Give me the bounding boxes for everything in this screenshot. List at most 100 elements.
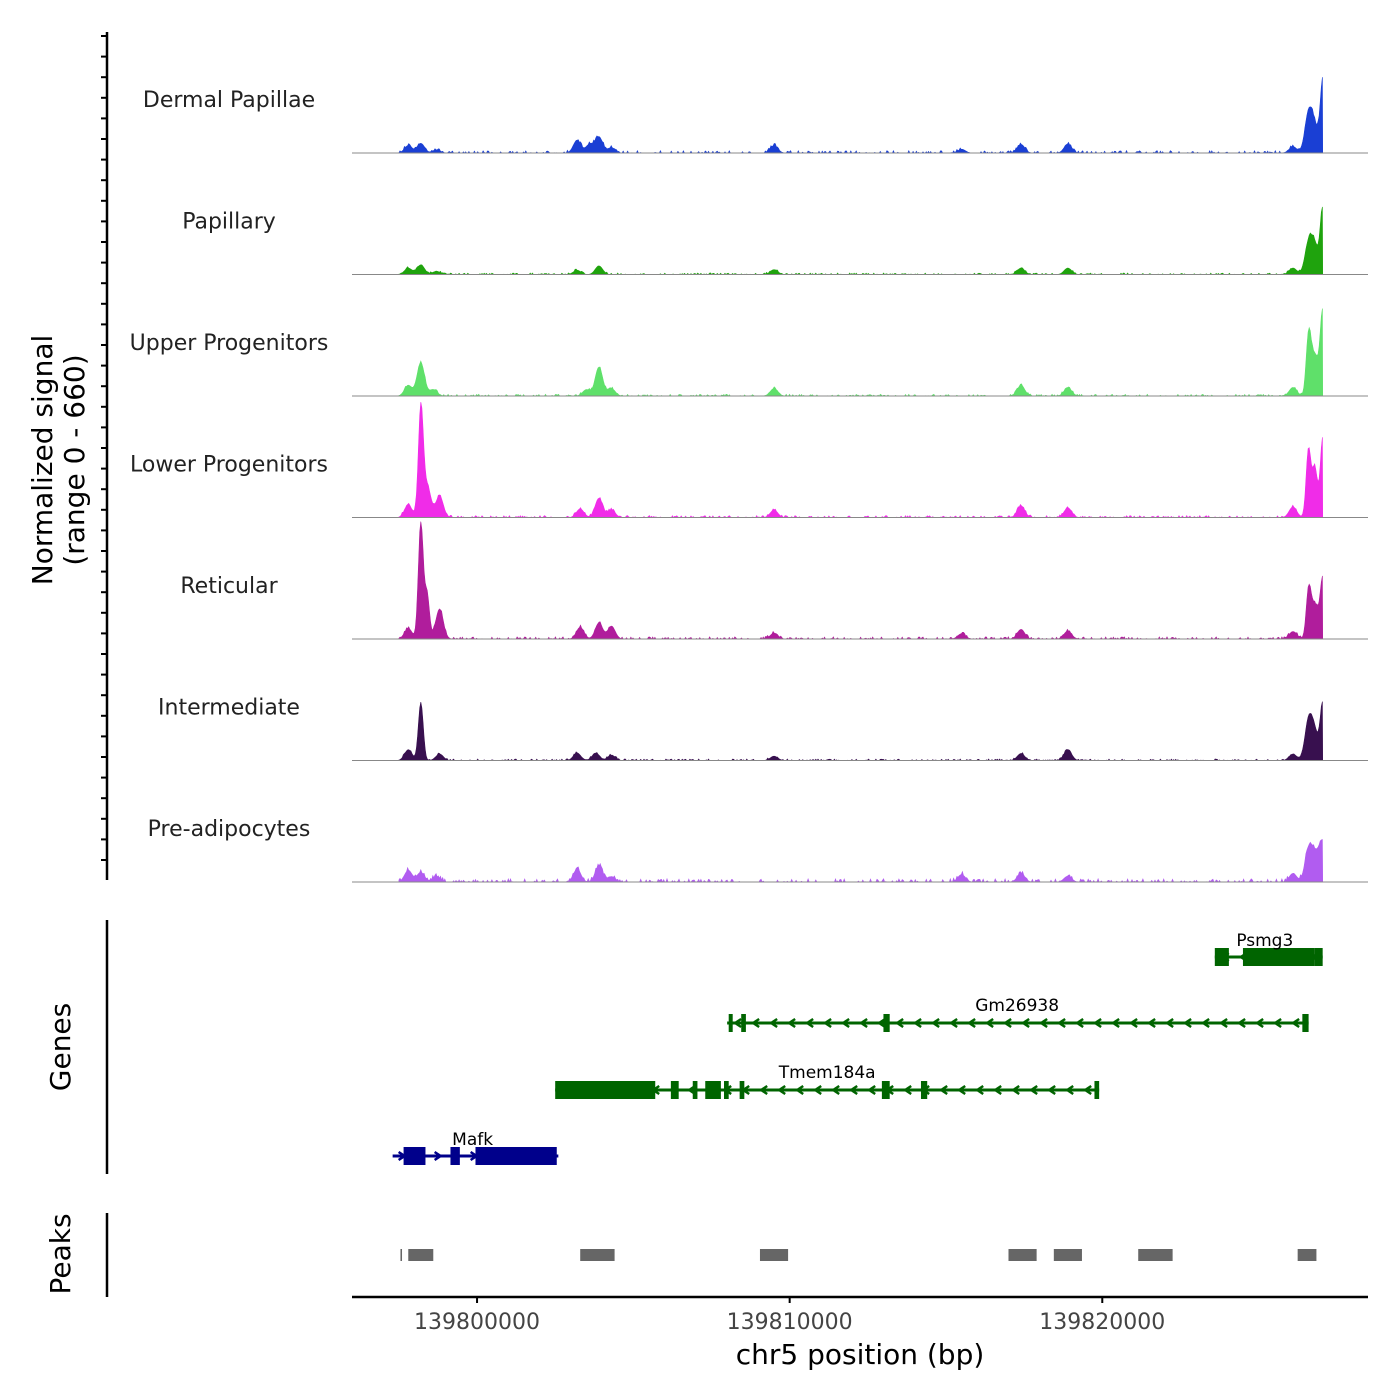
gene-exon: [1094, 1081, 1100, 1099]
signal-area: [398, 402, 1324, 519]
peak-region: [759, 1249, 789, 1261]
gene-exon: [670, 1081, 679, 1099]
gene-strand-arrow: [948, 1017, 958, 1029]
gene-strand-arrow: [1200, 1017, 1210, 1029]
gene-exon: [739, 1081, 745, 1099]
gene-strand-arrow: [1046, 1084, 1056, 1096]
gene-exon: [741, 1014, 746, 1032]
track-label: Lower Progenitors: [130, 453, 328, 478]
gene-strand-arrow: [1218, 1017, 1228, 1029]
gene-exon: [1242, 948, 1315, 966]
track-label: Pre-adipocytes: [148, 817, 311, 842]
gene-strand-arrow: [1290, 1017, 1300, 1029]
gene-exon: [555, 1081, 656, 1099]
gene-strand-arrow: [822, 1017, 832, 1029]
gene-strand-arrow: [894, 1017, 904, 1029]
gene-exon: [450, 1147, 460, 1165]
peak-region: [408, 1249, 434, 1261]
gene-exon: [881, 1081, 890, 1099]
gene-strand-arrow: [902, 1084, 912, 1096]
gene-strand-arrow: [1182, 1017, 1192, 1029]
gene-strand-arrow: [992, 1084, 1002, 1096]
gene-exon: [920, 1081, 928, 1099]
gene-strand-arrow: [840, 1017, 850, 1029]
signal-area: [398, 77, 1324, 154]
gene-strand-arrow: [1128, 1017, 1138, 1029]
gene-strand-arrow: [912, 1017, 922, 1029]
gene-strand-arrow: [1254, 1017, 1264, 1029]
gene-strand-arrow: [1038, 1017, 1048, 1029]
gene-strand-arrow: [966, 1017, 976, 1029]
peak-region: [400, 1249, 403, 1261]
gene-label: Mafk: [452, 1130, 493, 1150]
gene-label: Psmg3: [1236, 931, 1293, 951]
peak-region: [580, 1249, 615, 1261]
signal-tracks: [352, 77, 1368, 883]
gene-strand-arrow: [1272, 1017, 1282, 1029]
peak-region: [1297, 1249, 1317, 1261]
gene-strand-arrow: [794, 1084, 804, 1096]
gene-strand-arrow: [812, 1084, 822, 1096]
gene-strand-arrow: [786, 1017, 796, 1029]
gene-exon: [1214, 948, 1229, 966]
y-axis-title: Normalized signal: [26, 335, 59, 586]
gene-strand-arrow: [930, 1017, 940, 1029]
track-label: Upper Progenitors: [130, 331, 329, 356]
track-label: Intermediate: [158, 696, 300, 721]
gene-strand-arrow: [1056, 1017, 1066, 1029]
signal-area: [398, 206, 1324, 276]
peak-region: [1053, 1249, 1082, 1261]
gene-strand-arrow: [758, 1084, 768, 1096]
gene-label: Tmem184a: [778, 1063, 876, 1083]
gene-strand-arrow: [1074, 1017, 1084, 1029]
gene-strand-arrow: [848, 1084, 858, 1096]
y-axis-range-label: (range 0 - 660): [58, 354, 91, 565]
x-tick-label: 139800000: [414, 1310, 540, 1335]
gene-strand-arrow: [956, 1084, 966, 1096]
x-tick-label: 139820000: [1039, 1310, 1165, 1335]
gene-exon: [403, 1147, 426, 1165]
gene-exon: [1302, 1014, 1309, 1032]
left-axes: [101, 32, 109, 1297]
gene-strand-arrow: [866, 1084, 876, 1096]
gene-exon: [724, 1081, 729, 1099]
gene-strand-arrow: [768, 1017, 778, 1029]
gene-strand-arrow: [1236, 1017, 1246, 1029]
x-axis: 139800000 139810000 139820000: [352, 1295, 1368, 1335]
signal-area: [398, 839, 1324, 883]
track-label: Dermal Papillae: [143, 88, 315, 113]
gene-strand-arrow: [858, 1017, 868, 1029]
track-label: Reticular: [180, 574, 278, 599]
gene-exon: [1314, 948, 1323, 966]
signal-area: [398, 308, 1324, 397]
signal-area: [398, 521, 1324, 640]
gene-track: Psmg3 Gm26938 Tmem184a Mafk: [392, 931, 1323, 1165]
signal-area: [398, 701, 1324, 761]
gene-strand-arrow: [750, 1017, 760, 1029]
gene-strand-arrow: [776, 1084, 786, 1096]
gene-exon: [475, 1147, 557, 1165]
gene-strand-arrow: [974, 1084, 984, 1096]
peak-region: [1008, 1249, 1037, 1261]
peaks-panel-title: Peaks: [44, 1213, 77, 1294]
gene-strand-arrow: [1164, 1017, 1174, 1029]
gene-strand-arrow: [1010, 1084, 1020, 1096]
gene-strand-arrow: [984, 1017, 994, 1029]
gene-exon: [692, 1081, 698, 1099]
gene-strand-arrow: [1020, 1017, 1030, 1029]
gene-label: Gm26938: [975, 996, 1059, 1016]
gene-exon: [883, 1014, 890, 1032]
track-labels: Dermal Papillae Papillary Upper Progenitor…: [130, 88, 329, 842]
x-tick-label: 139810000: [727, 1310, 853, 1335]
gene-exon: [705, 1081, 721, 1099]
gene-strand-arrow: [938, 1084, 948, 1096]
gene-strand-arrow: [804, 1017, 814, 1029]
peak-region: [1138, 1249, 1173, 1261]
gene-strand-arrow: [1002, 1017, 1012, 1029]
gene-strand-arrow: [433, 1150, 443, 1162]
gene-strand-arrow: [1028, 1084, 1038, 1096]
gene-exon: [728, 1014, 733, 1032]
gene-strand-arrow: [732, 1017, 742, 1029]
gene-strand-arrow: [1082, 1084, 1092, 1096]
gene-strand-arrow: [876, 1017, 886, 1029]
